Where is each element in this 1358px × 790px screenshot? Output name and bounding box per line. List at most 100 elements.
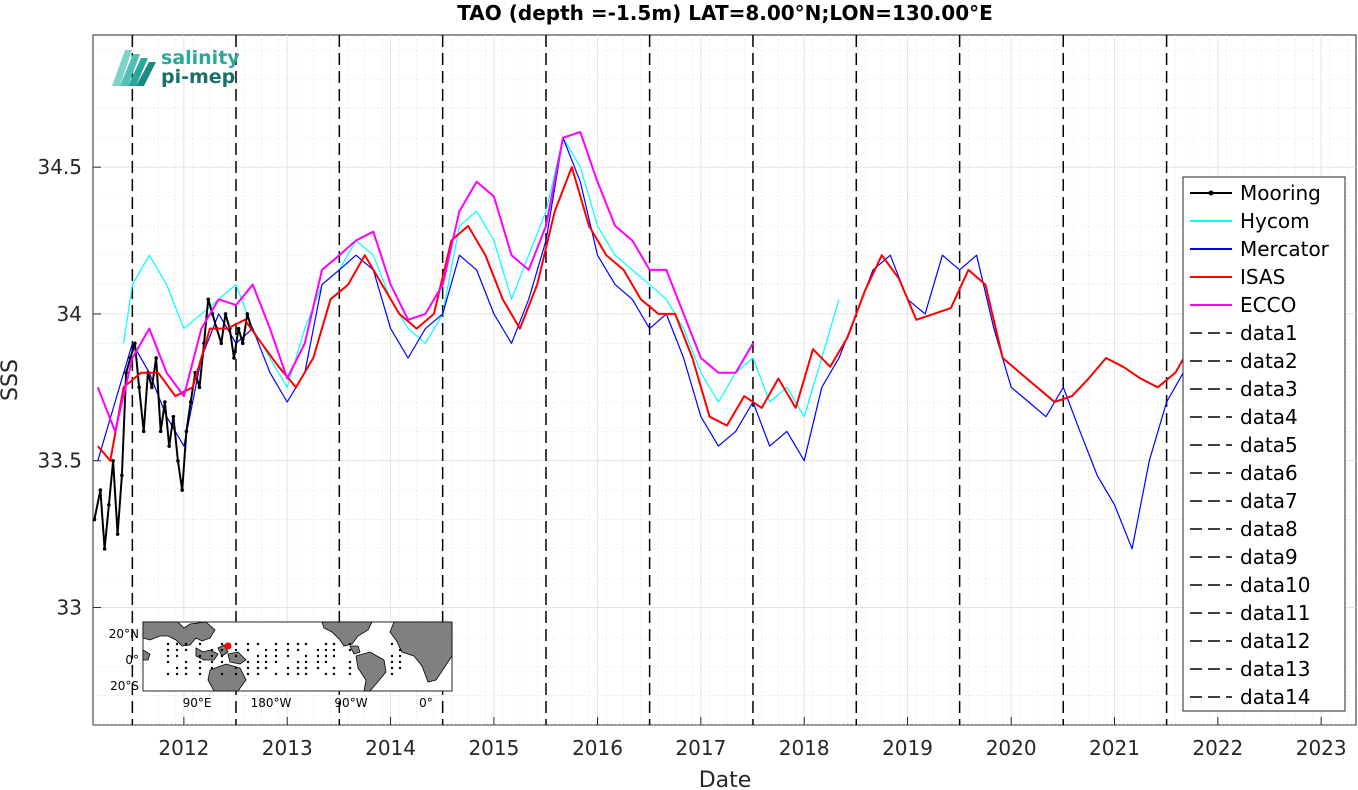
inset-mooring-dot <box>184 648 188 652</box>
inset-mooring-dot <box>390 666 394 670</box>
inset-mooring-dot <box>264 660 268 664</box>
legend-label: data9 <box>1240 545 1298 569</box>
inset-mooring-dot <box>175 642 179 646</box>
inset-mooring-dot <box>210 648 214 652</box>
inset-mooring-dot <box>286 666 290 670</box>
inset-mooring-dot <box>264 654 268 658</box>
inset-mooring-dot <box>304 666 308 670</box>
inset-mooring-dot <box>296 648 300 652</box>
inset-mooring-dot <box>286 648 290 652</box>
inset-map: 20°N 0° 20°S 90°E 180°W 90°W 0° <box>109 621 453 710</box>
x-tick-label: 2016 <box>572 736 623 760</box>
series-point-mooring <box>133 341 137 346</box>
inset-mooring-dot <box>398 666 402 670</box>
inset-mooring-dot <box>304 672 308 676</box>
inset-mooring-dot <box>234 642 238 646</box>
inset-mooring-dot <box>332 642 336 646</box>
inset-mooring-dot <box>332 648 336 652</box>
legend-label: ISAS <box>1240 265 1285 289</box>
series-line-ecco <box>96 130 754 433</box>
inset-mooring-dot <box>274 672 278 676</box>
series-point-mooring <box>197 385 202 390</box>
x-axis-label: Date <box>699 768 752 790</box>
legend-label: Hycom <box>1240 209 1310 233</box>
series-line-hycom <box>123 137 840 418</box>
inset-mooring-dot <box>398 654 402 658</box>
logo-text-salinity: salinity <box>161 47 240 69</box>
series-point-mooring <box>158 429 163 434</box>
legend-label: ECCO <box>1240 293 1296 317</box>
legend-label: data4 <box>1240 405 1298 429</box>
inset-mooring-dot <box>246 660 250 664</box>
legend-box <box>1182 176 1346 712</box>
series-point-mooring <box>232 356 236 360</box>
inset-mooring-dot <box>332 666 336 670</box>
inset-lon-label-180w: 180°W <box>251 696 292 710</box>
inset-mooring-dot <box>175 666 179 670</box>
legend-items: Mooring Hycom Mercator ISAS ECCO data1 data2 da… <box>1190 181 1330 709</box>
inset-mooring-dot <box>390 660 394 664</box>
inset-mooring-dot <box>246 666 250 670</box>
inset-mooring-dot <box>274 654 278 658</box>
inset-mooring-dot <box>198 642 202 646</box>
inset-mooring-dot <box>398 648 402 652</box>
y-tick-label: 34 <box>57 302 82 326</box>
inset-mooring-dot <box>256 666 260 670</box>
inset-mooring-dot <box>210 666 214 670</box>
inset-mooring-dot <box>286 672 290 676</box>
legend-label: data12 <box>1240 629 1311 653</box>
series-point-mooring <box>206 297 211 302</box>
inset-mooring-dot <box>256 672 260 676</box>
inset-mooring-dot <box>166 672 170 676</box>
series-point-mooring <box>219 341 224 346</box>
legend-swatch-dot <box>1208 190 1214 196</box>
inset-mooring-dot <box>184 642 188 646</box>
x-tick-label: 2012 <box>158 736 209 760</box>
inset-mooring-dot <box>256 642 260 646</box>
mooring-array-dots <box>166 642 402 676</box>
inset-mooring-dot <box>348 642 352 646</box>
y-ticks: 33 33.5 34 34.5 <box>37 155 101 620</box>
inset-mooring-dot <box>296 666 300 670</box>
inset-mooring-dot <box>210 654 214 658</box>
series-point-mooring <box>102 547 107 551</box>
x-tick-label: 2015 <box>468 736 519 760</box>
legend-label: Mercator <box>1240 237 1330 261</box>
inset-mooring-dot <box>348 666 352 670</box>
inset-mooring-dot <box>316 648 320 652</box>
inset-mooring-dot <box>220 648 224 652</box>
x-tick-label: 2018 <box>779 736 830 760</box>
series-point-mooring <box>240 341 245 346</box>
x-tick-label: 2013 <box>262 736 313 760</box>
wave-icon <box>112 50 156 86</box>
inset-mooring-dot <box>332 672 336 676</box>
y-tick-label: 33 <box>57 596 82 620</box>
inset-mooring-dot <box>274 660 278 664</box>
inset-mooring-dot <box>296 672 300 676</box>
y-tick-label: 34.5 <box>37 155 82 179</box>
x-tick-label: 2014 <box>365 736 416 760</box>
series-point-mooring <box>120 473 124 478</box>
salinity-logo: salinity pi-mep <box>112 47 240 88</box>
inset-mooring-dot <box>175 654 179 658</box>
legend-label: data10 <box>1240 573 1311 597</box>
mooring-location-marker <box>224 642 232 650</box>
inset-map-land <box>142 621 453 692</box>
inset-mooring-dot <box>316 666 320 670</box>
inset-lon-label-90w: 90°W <box>334 696 367 710</box>
series-point-mooring <box>176 458 180 463</box>
series-point-mooring <box>167 444 171 448</box>
series-lines <box>92 130 1201 551</box>
inset-mooring-dot <box>220 672 224 676</box>
inset-mooring-dot <box>398 660 402 664</box>
plot-area: 2012 2013 2014 2015 2016 2017 2018 2019 2020 2021… <box>37 34 1357 760</box>
series-point-mooring <box>236 326 241 331</box>
grid <box>93 35 1356 726</box>
legend-label: data5 <box>1240 433 1298 457</box>
inset-mooring-dot <box>274 642 278 646</box>
legend-label: data11 <box>1240 601 1311 625</box>
inset-mooring-dot <box>246 642 250 646</box>
inset-mooring-dot <box>175 648 179 652</box>
inset-mooring-dot <box>348 660 352 664</box>
series-point-mooring <box>245 312 250 316</box>
